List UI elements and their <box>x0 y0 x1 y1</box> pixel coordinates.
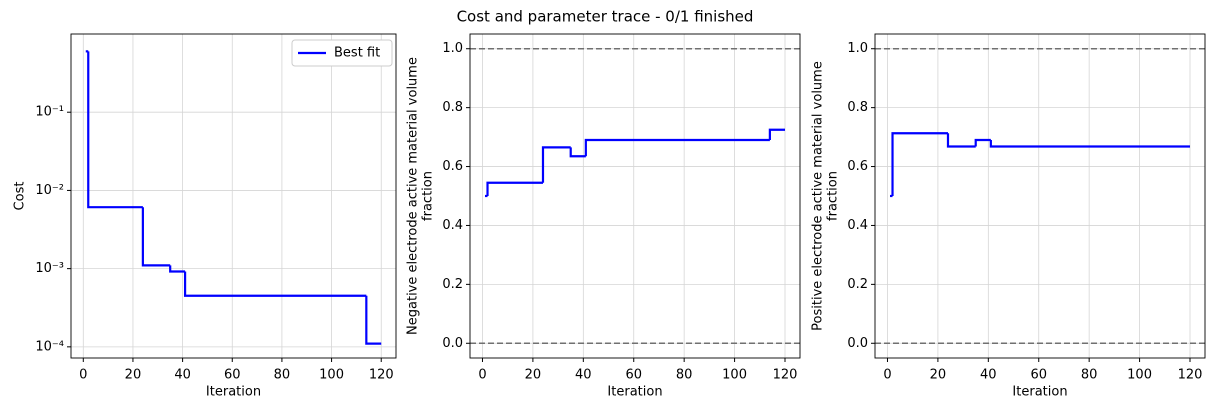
step-segment <box>486 181 543 196</box>
axes-frame <box>70 33 397 359</box>
x-tick-label: 100 <box>722 368 747 383</box>
x-tick-label: 120 <box>773 368 798 383</box>
x-tick-label: 60 <box>224 368 241 383</box>
legend-box <box>291 39 393 67</box>
step-segment <box>989 140 1190 148</box>
x-tick-label: 20 <box>125 368 142 383</box>
axes-frame <box>874 33 1206 359</box>
y-tick-label: 0.8 <box>442 100 463 115</box>
y-tick-label: 0.4 <box>442 218 463 233</box>
x-tick-label: 40 <box>575 368 592 383</box>
step-segment <box>87 51 143 209</box>
x-tick-label: 120 <box>1178 368 1203 383</box>
x-axis-label: Iteration <box>1012 385 1067 400</box>
x-tick-label: 60 <box>1030 368 1047 383</box>
y-tick-label: 0.6 <box>847 159 868 174</box>
y-tick-label: 10⁻³ <box>35 261 64 276</box>
x-tick-label: 0 <box>883 368 891 383</box>
x-tick-label: 40 <box>174 368 191 383</box>
x-tick-label: 40 <box>980 368 997 383</box>
x-axis-label: Iteration <box>206 385 261 400</box>
step-segment <box>141 207 171 267</box>
step-segment <box>974 138 991 147</box>
x-tick-label: 80 <box>676 368 693 383</box>
x-tick-label: 20 <box>930 368 947 383</box>
step-segment <box>569 147 586 158</box>
y-tick-label: 1.0 <box>847 41 868 56</box>
y-tick-label: 0.0 <box>847 336 868 351</box>
x-tick-label: 60 <box>625 368 642 383</box>
step-segment <box>183 271 367 297</box>
y-tick-label: 1.0 <box>442 41 463 56</box>
y-tick-label: 0.2 <box>847 277 868 292</box>
step-segment <box>169 265 186 273</box>
y-tick-label: 0.4 <box>847 218 868 233</box>
x-tick-label: 0 <box>79 368 87 383</box>
step-segment <box>768 128 785 141</box>
step-segment <box>891 132 948 196</box>
x-tick-label: 80 <box>1081 368 1098 383</box>
y-axis-label: fraction <box>421 171 436 221</box>
legend-label: Best fit <box>334 46 380 61</box>
y-axis-label: Cost <box>13 182 28 211</box>
y-tick-label: 0.8 <box>847 100 868 115</box>
x-tick-label: 80 <box>274 368 291 383</box>
y-tick-label: 0.6 <box>442 159 463 174</box>
y-tick-label: 10⁻² <box>35 183 64 198</box>
x-tick-label: 0 <box>478 368 486 383</box>
step-segment <box>365 295 382 345</box>
y-tick-label: 10⁻⁴ <box>35 339 64 354</box>
x-tick-label: 100 <box>1127 368 1152 383</box>
y-axis-label: fraction <box>826 171 841 221</box>
y-tick-label: 10⁻¹ <box>35 105 64 120</box>
x-tick-label: 100 <box>319 368 344 383</box>
x-tick-label: 20 <box>525 368 542 383</box>
figure-title: Cost and parameter trace - 0/1 finished <box>457 8 754 26</box>
x-axis-label: Iteration <box>607 385 662 400</box>
y-tick-label: 0.0 <box>442 336 463 351</box>
y-tick-label: 0.2 <box>442 277 463 292</box>
y-axis-label: Negative electrode active material volum… <box>406 57 421 335</box>
y-axis-label: Positive electrode active material volum… <box>811 61 826 331</box>
step-segment <box>584 138 770 157</box>
step-segment <box>946 133 976 148</box>
step-segment <box>541 146 571 183</box>
axes-frame <box>469 33 801 359</box>
x-tick-label: 120 <box>369 368 394 383</box>
